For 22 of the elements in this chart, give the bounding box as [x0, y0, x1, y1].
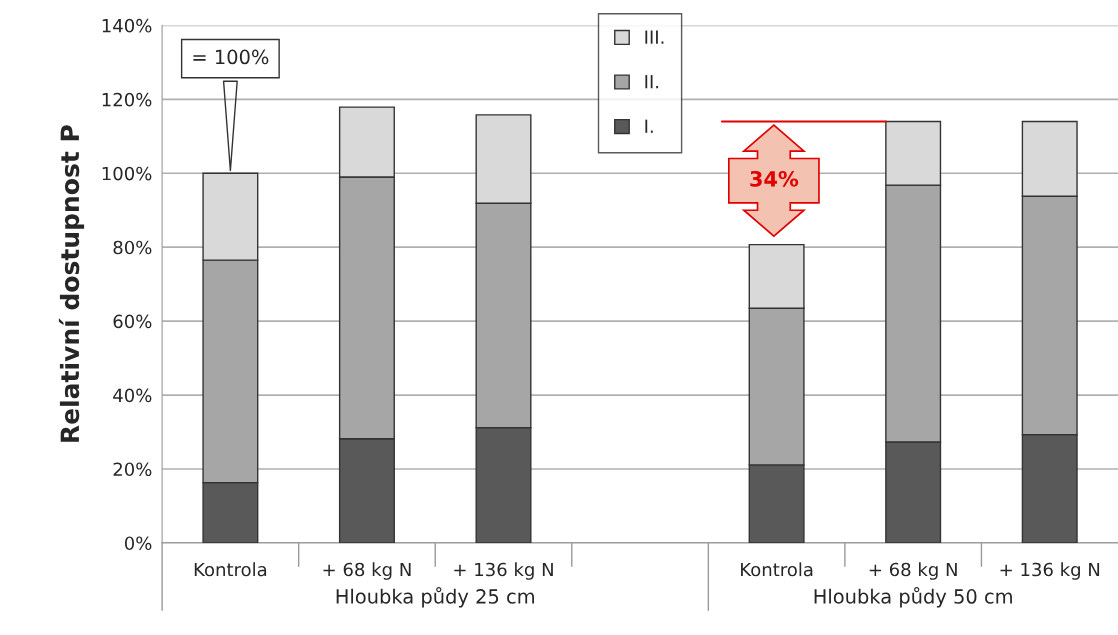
- x-tick-label: + 68 kg N: [323, 562, 411, 580]
- legend-label: II.: [645, 75, 659, 89]
- x-tick-label: Kontrola: [194, 562, 267, 577]
- x-tick-label: + 136 kg N: [1000, 562, 1100, 580]
- y-tick-label: 120%: [102, 92, 152, 107]
- y-axis-title: Relativní dostupnost P: [58, 125, 85, 442]
- x-tick-label: Kontrola: [741, 562, 813, 577]
- annotation: = 100%: [193, 49, 269, 65]
- x-tick-label: + 68 kg N: [869, 562, 957, 580]
- y-tick-label: 60%: [113, 314, 152, 329]
- y-tick-label: 100%: [102, 166, 152, 181]
- y-tick-label: 40%: [113, 388, 152, 403]
- annotation: 34%: [750, 170, 799, 187]
- text: Hloubka půdy 25 cm: [336, 587, 534, 608]
- y-tick-label: 20%: [113, 462, 152, 477]
- legend-label: I.: [645, 119, 653, 133]
- y-tick-label: 140%: [102, 18, 152, 33]
- legend-label: III.: [645, 30, 664, 44]
- x-tick-label: + 136 kg N: [454, 562, 553, 580]
- y-tick-label: 80%: [113, 240, 152, 255]
- text: Hloubka půdy 50 cm: [814, 587, 1012, 608]
- y-tick-label: 0%: [124, 536, 152, 551]
